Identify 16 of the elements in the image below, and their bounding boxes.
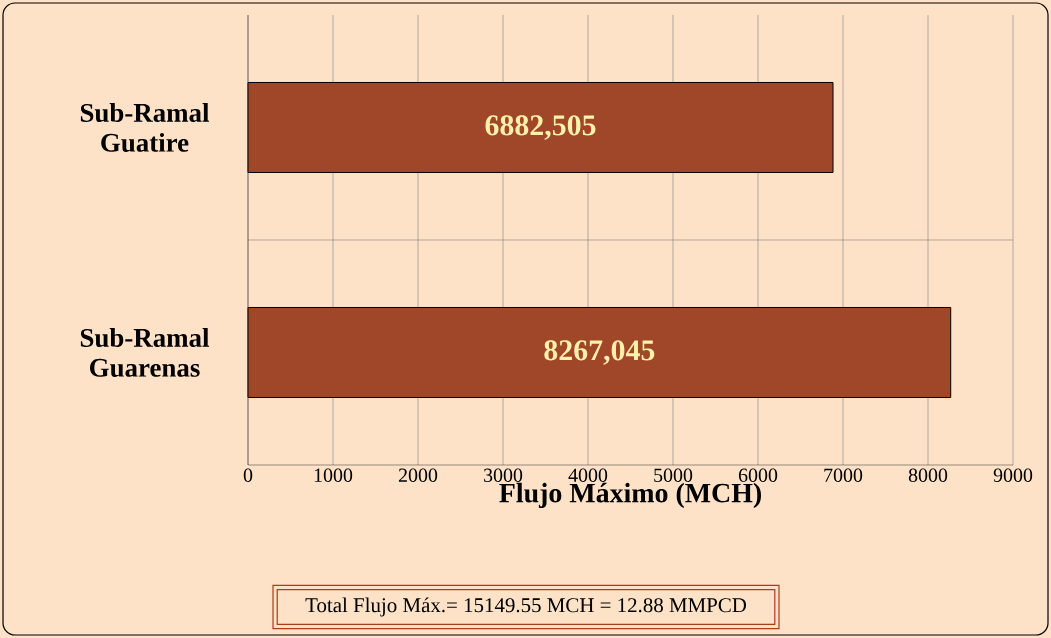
data-label: 8267,045 [544, 340, 655, 365]
x-tick-label: 0 [243, 468, 253, 482]
x-tick-label: 3000 [484, 468, 523, 482]
text: Total Flujo Máx.= 15149.55 MCH = 12.88 MMPCD [305, 597, 747, 617]
x-tick-label: 7000 [824, 468, 863, 482]
x-tick-label: 5000 [654, 468, 693, 482]
x-tick-label: 8000 [908, 468, 948, 482]
x-tick-label: 9000 [993, 468, 1033, 482]
x-axis-title: Flujo Máximo (MCH) [499, 482, 761, 509]
x-tick-label: 2000 [398, 468, 438, 482]
x-tick-label: 4000 [568, 468, 608, 482]
y-tick-label: Sub-Ramal Guatire [80, 103, 210, 152]
x-tick-label: 1000 [314, 468, 353, 482]
data-label: 6882,505 [485, 115, 596, 140]
y-tick-label: Sub-Ramal Guarenas [80, 328, 210, 377]
x-tick-label: 6000 [738, 468, 778, 482]
